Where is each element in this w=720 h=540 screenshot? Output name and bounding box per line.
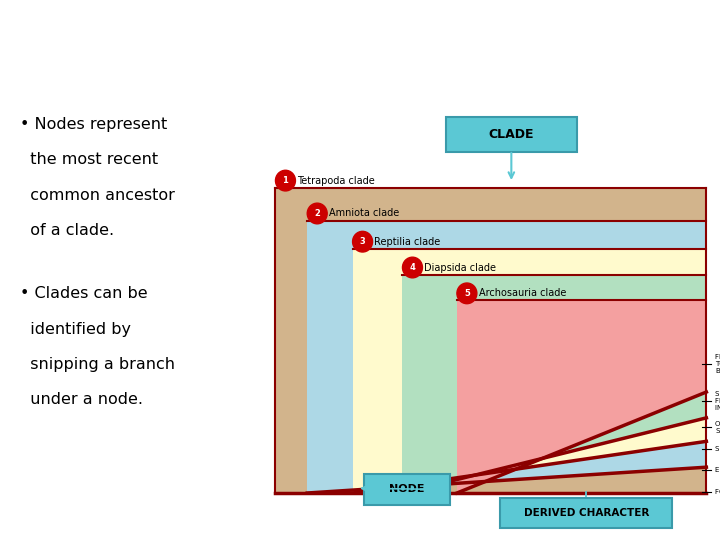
Text: OPENING IN THE SIDE OF THE
SKULL: OPENING IN THE SIDE OF THE SKULL [716,421,720,434]
Text: SKULL OPENINGS IN
FRONT OF THE EYE AND
IN THE JAW: SKULL OPENINGS IN FRONT OF THE EYE AND I… [716,392,720,411]
Text: • Nodes represent: • Nodes represent [20,117,168,132]
Polygon shape [353,249,706,493]
Text: • Clades can be: • Clades can be [20,286,148,301]
FancyBboxPatch shape [364,474,450,505]
Polygon shape [276,187,706,493]
Text: 17.2 Classification Based on Evolutionary Relationships: 17.2 Classification Based on Evolutionar… [9,25,664,45]
Text: under a node.: under a node. [20,392,143,407]
Text: 2: 2 [314,209,320,218]
Circle shape [353,231,372,252]
Text: identified by: identified by [20,321,131,336]
Text: common ancestor: common ancestor [20,187,175,202]
Circle shape [276,170,295,191]
Text: Amniota clade: Amniota clade [329,208,400,219]
Text: snipping a branch: snipping a branch [20,357,175,372]
Text: FEATHERS AND
TOOTHLESS
BEAKS.: FEATHERS AND TOOTHLESS BEAKS. [716,354,720,374]
Text: 4: 4 [410,263,415,272]
Text: of a clade.: of a clade. [20,223,114,238]
Polygon shape [307,220,706,493]
Text: FOUR LIMBS WITH DIGITS: FOUR LIMBS WITH DIGITS [716,489,720,495]
Text: DERIVED CHARACTER: DERIVED CHARACTER [523,508,649,518]
Text: Diapsida clade: Diapsida clade [424,262,496,273]
Text: 3: 3 [360,237,366,246]
Circle shape [457,283,477,303]
Text: the most recent: the most recent [20,152,158,167]
FancyBboxPatch shape [446,117,577,152]
Text: Reptilia clade: Reptilia clade [374,237,441,247]
Polygon shape [402,274,706,493]
Text: 1: 1 [282,176,289,185]
Text: Archosauria clade: Archosauria clade [479,288,566,299]
Text: EMBRYO PROTECTED BY AMNIOTIC FLUID: EMBRYO PROTECTED BY AMNIOTIC FLUID [716,468,720,474]
Text: SKULL OPENINGS BEHIND THE EYE: SKULL OPENINGS BEHIND THE EYE [716,447,720,453]
Text: NODE: NODE [390,484,425,495]
Polygon shape [457,300,706,493]
Circle shape [307,203,327,224]
FancyBboxPatch shape [500,498,672,528]
Text: Tetrapoda clade: Tetrapoda clade [297,176,375,186]
Text: 5: 5 [464,289,470,298]
Text: CLADE: CLADE [489,129,534,141]
Circle shape [402,257,423,278]
